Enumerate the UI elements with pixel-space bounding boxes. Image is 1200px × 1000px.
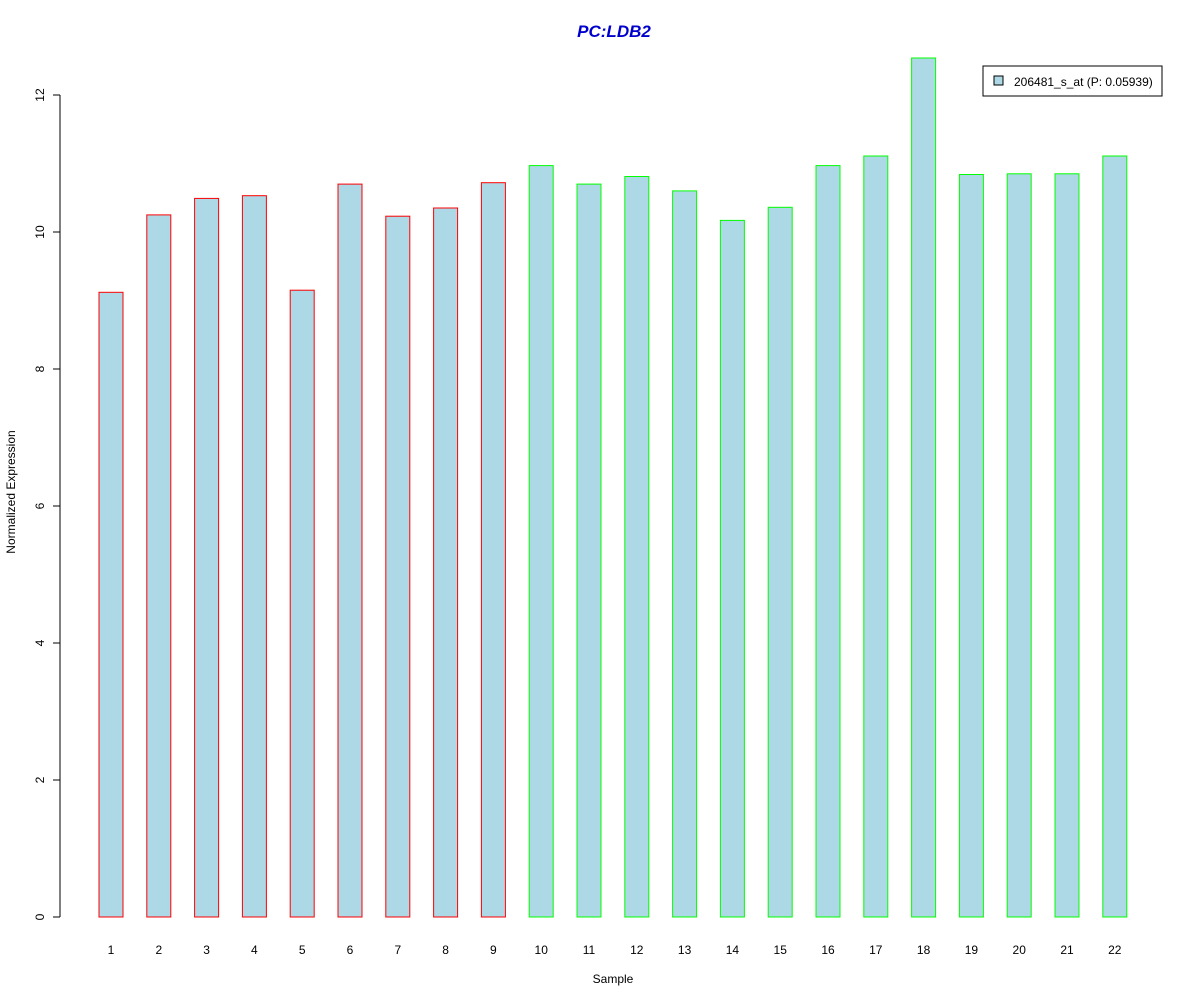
bar-sample-3: [194, 197, 220, 918]
x-tick-label: 8: [442, 943, 449, 957]
x-tick-label: 12: [630, 943, 644, 957]
x-tick-label: 4: [251, 943, 258, 957]
x-axis-tick-labels: 1 2 3 4 5 6 7 8 9 10 11 12 13 14 15 16 17 18 19 20 21 22: [108, 943, 1122, 957]
x-tick-label: 1: [108, 943, 115, 957]
bar-sample-13: [672, 190, 698, 918]
bar-sample-10: [528, 165, 554, 918]
bar-sample-2: [146, 214, 172, 918]
x-tick-label: 17: [869, 943, 883, 957]
y-tick-label: 10: [33, 225, 47, 239]
bar-sample-16: [815, 165, 841, 918]
bar-sample-22: [1102, 155, 1128, 918]
x-tick-label: 9: [490, 943, 497, 957]
bar-sample-8: [433, 207, 459, 918]
bar-sample-20: [1006, 173, 1032, 918]
bar-sample-18: [911, 57, 937, 918]
bar-sample-12: [624, 176, 650, 918]
bar-sample-19: [958, 174, 984, 918]
bar-sample-6: [337, 183, 363, 918]
y-tick-label: 8: [33, 365, 47, 372]
bar-sample-21: [1054, 173, 1080, 918]
bar-sample-1: [98, 291, 124, 918]
bar-sample-9: [480, 182, 506, 918]
bar-sample-15: [767, 206, 793, 918]
x-tick-label: 10: [535, 943, 549, 957]
bars-group: [98, 57, 1128, 918]
x-tick-label: 11: [583, 943, 596, 957]
legend-box: [982, 65, 1163, 97]
x-tick-label: 21: [1060, 943, 1074, 957]
bar-sample-5: [289, 289, 315, 918]
x-tick-label: 7: [394, 943, 401, 957]
x-tick-label: 5: [299, 943, 306, 957]
x-tick-label: 22: [1108, 943, 1122, 957]
y-tick-label: 2: [33, 776, 47, 783]
bar-sample-4: [241, 195, 267, 918]
y-tick-label: 0: [33, 913, 47, 920]
y-tick-label: 12: [33, 88, 47, 102]
x-tick-label: 20: [1013, 943, 1027, 957]
x-tick-label: 15: [774, 943, 788, 957]
legend-swatch: [993, 75, 1004, 86]
x-tick-label: 18: [917, 943, 931, 957]
bar-sample-11: [576, 183, 602, 918]
x-tick-label: 6: [347, 943, 354, 957]
y-tick-label: 6: [33, 502, 47, 509]
y-axis: 0 2 4 6 8 10 12: [33, 88, 61, 920]
bar-sample-14: [719, 219, 745, 918]
y-tick-label: 4: [33, 639, 47, 646]
x-tick-label: 14: [726, 943, 740, 957]
legend-label: 206481_s_at (P: 0.05939): [1014, 75, 1153, 89]
bar-sample-17: [863, 155, 889, 918]
x-tick-label: 2: [155, 943, 162, 957]
x-tick-label: 19: [965, 943, 979, 957]
x-tick-label: 13: [678, 943, 692, 957]
x-tick-label: 3: [203, 943, 210, 957]
legend: 206481_s_at (P: 0.05939): [982, 65, 1163, 97]
x-axis-title: Sample: [593, 972, 634, 986]
bar-sample-7: [385, 215, 411, 918]
chart-title: PC:LDB2: [577, 22, 651, 41]
y-axis-title: Normalized Expression: [4, 430, 18, 553]
x-tick-label: 16: [821, 943, 835, 957]
